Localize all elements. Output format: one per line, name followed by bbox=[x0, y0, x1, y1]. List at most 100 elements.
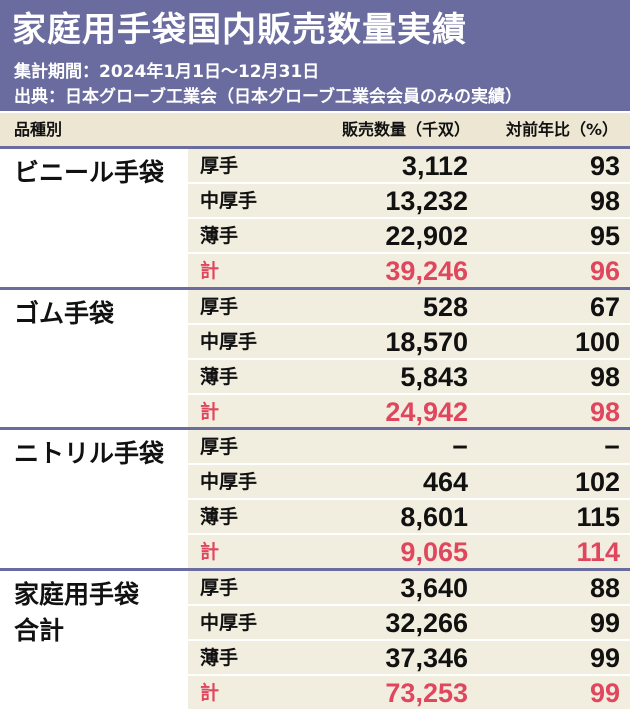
row-divider bbox=[188, 604, 630, 606]
row-divider bbox=[188, 217, 630, 219]
total-yoy-value: 98 bbox=[589, 397, 620, 427]
quantity-value: 528 bbox=[422, 292, 468, 322]
total-label: 計 bbox=[200, 682, 220, 704]
yoy-value: 102 bbox=[574, 467, 620, 497]
thickness-label: 厚手 bbox=[200, 436, 239, 458]
total-row: 計 24,942 98 bbox=[188, 395, 630, 428]
yoy-value: 88 bbox=[589, 573, 620, 603]
quantity-value: − bbox=[452, 432, 468, 462]
table-row: 厚手 528 67 bbox=[188, 290, 630, 323]
total-quantity-value: 73,253 bbox=[385, 678, 468, 708]
quantity-value: 37,346 bbox=[385, 643, 468, 673]
group-name: ニトリル手袋 bbox=[14, 439, 165, 468]
total-row: 計 73,253 99 bbox=[188, 676, 630, 709]
group-name-cell: 家庭用手袋 合計 bbox=[0, 571, 188, 709]
header-banner: 家庭用手袋国内販売数量実績 集計期間：2024年1月1日〜12月31日 出典：日… bbox=[0, 0, 630, 111]
group-name-cell: ビニール手袋 bbox=[0, 149, 188, 287]
total-yoy-value: 96 bbox=[589, 256, 620, 286]
row-divider bbox=[188, 639, 630, 641]
table-row: 厚手 3,640 88 bbox=[188, 571, 630, 604]
column-header-yoy: 対前年比（%） bbox=[505, 120, 618, 139]
table-row: 薄手 5,843 98 bbox=[188, 360, 630, 393]
quantity-value: 3,112 bbox=[401, 151, 468, 181]
yoy-value: 99 bbox=[589, 643, 620, 673]
total-quantity-value: 39,246 bbox=[385, 256, 468, 286]
thickness-label: 薄手 bbox=[200, 366, 239, 388]
yoy-value: 98 bbox=[589, 362, 620, 392]
thickness-label: 薄手 bbox=[200, 506, 239, 528]
thickness-label: 中厚手 bbox=[200, 331, 258, 353]
group-rows: 厚手 − − 中厚手 464 102 薄手 8,601 115 計 9,065 … bbox=[188, 430, 630, 568]
row-divider bbox=[188, 252, 630, 254]
source-text: 出典：日本グローブ工業会（日本グローブ工業会会員のみの実績） bbox=[14, 87, 522, 107]
total-label: 計 bbox=[200, 401, 220, 423]
row-divider bbox=[188, 358, 630, 360]
group-rows: 厚手 3,640 88 中厚手 32,266 99 薄手 37,346 99 計… bbox=[188, 571, 630, 709]
thickness-label: 薄手 bbox=[200, 647, 239, 669]
total-label: 計 bbox=[200, 541, 220, 563]
quantity-value: 18,570 bbox=[385, 327, 468, 357]
thickness-label: 中厚手 bbox=[200, 190, 258, 212]
quantity-value: 22,902 bbox=[385, 221, 468, 251]
group-divider bbox=[0, 287, 630, 290]
row-divider bbox=[188, 182, 630, 184]
group-name-line1: 家庭用手袋 bbox=[14, 580, 140, 609]
table-row: 薄手 8,601 115 bbox=[188, 500, 630, 533]
table-row: 中厚手 18,570 100 bbox=[188, 325, 630, 358]
yoy-value: 98 bbox=[589, 186, 620, 216]
group-name-line2: 合計 bbox=[14, 616, 65, 645]
column-header-quantity: 販売数量（千双） bbox=[341, 120, 470, 139]
page-title: 家庭用手袋国内販売数量実績 bbox=[12, 10, 467, 50]
total-quantity-value: 24,942 bbox=[385, 397, 468, 427]
quantity-value: 464 bbox=[422, 467, 468, 497]
yoy-value: 100 bbox=[574, 327, 620, 357]
table-row: 中厚手 32,266 99 bbox=[188, 606, 630, 639]
thickness-label: 厚手 bbox=[200, 296, 239, 318]
group-rubber-gloves: ゴム手袋 厚手 528 67 中厚手 18,570 100 薄手 5,843 9… bbox=[0, 290, 630, 428]
group-divider bbox=[0, 146, 630, 149]
quantity-value: 8,601 bbox=[400, 502, 468, 532]
quantity-value: 5,843 bbox=[400, 362, 468, 392]
total-yoy-value: 114 bbox=[576, 537, 620, 567]
group-name-cell: ゴム手袋 bbox=[0, 290, 188, 428]
total-row: 計 9,065 114 bbox=[188, 535, 630, 568]
group-name: ビニール手袋 bbox=[14, 158, 165, 187]
quantity-value: 13,232 bbox=[385, 186, 468, 216]
row-divider bbox=[188, 533, 630, 535]
group-divider bbox=[0, 568, 630, 571]
total-yoy-value: 99 bbox=[589, 678, 620, 708]
total-quantity-value: 9,065 bbox=[400, 537, 468, 567]
period-text: 集計期間：2024年1月1日〜12月31日 bbox=[14, 62, 320, 82]
yoy-value: − bbox=[604, 432, 620, 462]
group-name-cell: ニトリル手袋 bbox=[0, 430, 188, 568]
row-divider bbox=[188, 674, 630, 676]
column-header-row: 品種別 販売数量（千双） 対前年比（%） bbox=[0, 113, 630, 146]
group-rows: 厚手 3,112 93 中厚手 13,232 98 薄手 22,902 95 計… bbox=[188, 149, 630, 287]
thickness-label: 薄手 bbox=[200, 225, 239, 247]
thickness-label: 中厚手 bbox=[200, 471, 258, 493]
quantity-value: 3,640 bbox=[400, 573, 468, 603]
table-row: 厚手 3,112 93 bbox=[188, 149, 630, 182]
group-vinyl-gloves: ビニール手袋 厚手 3,112 93 中厚手 13,232 98 薄手 22,9… bbox=[0, 149, 630, 287]
row-divider bbox=[188, 463, 630, 465]
thickness-label: 中厚手 bbox=[200, 612, 258, 634]
table-row: 薄手 37,346 99 bbox=[188, 641, 630, 674]
group-nitrile-gloves: ニトリル手袋 厚手 − − 中厚手 464 102 薄手 8,601 115 計… bbox=[0, 430, 630, 568]
row-divider bbox=[188, 323, 630, 325]
thickness-label: 厚手 bbox=[200, 155, 239, 177]
column-header-category: 品種別 bbox=[14, 120, 63, 139]
yoy-value: 115 bbox=[576, 502, 620, 532]
table-row: 厚手 − − bbox=[188, 430, 630, 463]
group-name: ゴム手袋 bbox=[14, 299, 115, 328]
group-divider bbox=[0, 427, 630, 430]
quantity-value: 32,266 bbox=[385, 608, 468, 638]
group-rows: 厚手 528 67 中厚手 18,570 100 薄手 5,843 98 計 2… bbox=[188, 290, 630, 428]
thickness-label: 厚手 bbox=[200, 577, 239, 599]
total-label: 計 bbox=[200, 260, 220, 282]
yoy-value: 99 bbox=[589, 608, 620, 638]
table-row: 中厚手 13,232 98 bbox=[188, 184, 630, 217]
table-row: 中厚手 464 102 bbox=[188, 465, 630, 498]
table-row: 薄手 22,902 95 bbox=[188, 219, 630, 252]
row-divider bbox=[188, 498, 630, 500]
group-name: 家庭用手袋 合計 bbox=[14, 577, 184, 649]
